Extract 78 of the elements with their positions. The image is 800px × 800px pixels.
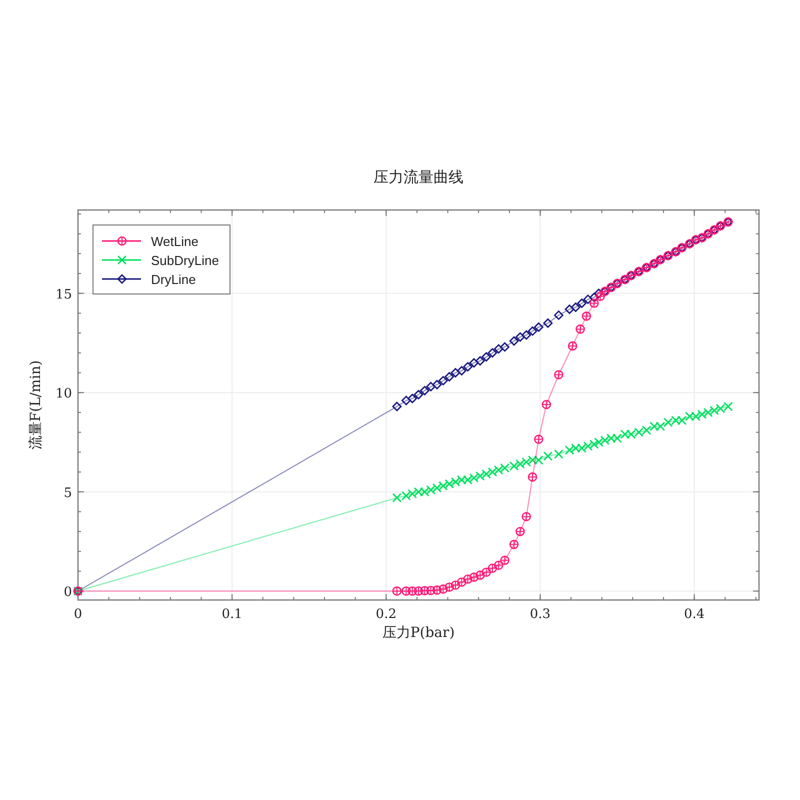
point — [444, 582, 454, 592]
point — [570, 302, 580, 312]
point — [554, 449, 564, 459]
point — [543, 451, 553, 461]
point — [482, 352, 491, 362]
point — [494, 560, 504, 570]
point — [426, 586, 436, 596]
point — [542, 400, 552, 410]
point — [463, 362, 473, 372]
point — [589, 298, 599, 308]
legend-label: SubDryLine — [151, 253, 219, 268]
point — [450, 580, 460, 590]
point — [528, 326, 538, 336]
x-tick-label: 0.4 — [684, 607, 705, 622]
y-tick-label: 15 — [55, 287, 72, 302]
point — [463, 574, 472, 584]
point — [414, 586, 424, 596]
legend-label: DryLine — [151, 272, 196, 287]
point — [392, 402, 402, 412]
point — [488, 564, 498, 573]
point — [554, 370, 564, 380]
point — [543, 318, 553, 328]
point — [469, 572, 479, 582]
point — [408, 394, 418, 404]
point — [402, 586, 411, 596]
point — [516, 526, 525, 536]
point — [432, 380, 442, 390]
point — [582, 312, 592, 321]
x-tick-label: 0.1 — [222, 607, 242, 622]
point — [522, 330, 532, 340]
point — [500, 556, 510, 565]
point — [456, 577, 466, 587]
point — [482, 568, 491, 577]
chart-title: 压力流量曲线 — [374, 168, 464, 186]
y-tick-label: 0 — [64, 585, 72, 600]
point — [475, 570, 485, 580]
point — [596, 292, 605, 301]
point — [420, 586, 430, 596]
x-axis-title: 压力P(bar) — [382, 625, 455, 641]
x-tick-label: 0.3 — [530, 607, 551, 622]
point — [577, 298, 587, 308]
point — [408, 586, 417, 596]
point — [420, 386, 430, 396]
point — [554, 310, 564, 320]
point — [494, 344, 504, 354]
point — [576, 324, 585, 334]
point — [444, 372, 454, 382]
point — [568, 341, 578, 351]
point — [426, 382, 436, 392]
point — [401, 396, 411, 406]
point — [500, 342, 510, 352]
point — [583, 294, 593, 304]
point — [528, 472, 538, 482]
x-tick-label: 0.2 — [376, 607, 396, 622]
point — [594, 288, 604, 298]
point — [488, 348, 498, 358]
point — [469, 358, 479, 368]
point — [475, 356, 485, 366]
point — [392, 586, 402, 596]
point — [509, 540, 519, 550]
point — [438, 376, 448, 386]
point — [515, 332, 525, 342]
point — [450, 368, 460, 378]
point — [432, 585, 442, 595]
point — [534, 434, 544, 444]
point — [414, 390, 424, 400]
point — [438, 584, 448, 594]
legend-label: WetLine — [151, 234, 198, 249]
point — [456, 366, 466, 376]
point — [589, 292, 599, 302]
y-axis-title: 流量F(L/min) — [28, 360, 44, 450]
point — [509, 336, 519, 346]
x-tick-label: 0 — [74, 607, 82, 622]
point — [564, 304, 574, 314]
point — [534, 322, 544, 332]
y-tick-label: 10 — [55, 386, 72, 402]
point — [522, 512, 531, 522]
y-tick-label: 5 — [64, 486, 72, 501]
